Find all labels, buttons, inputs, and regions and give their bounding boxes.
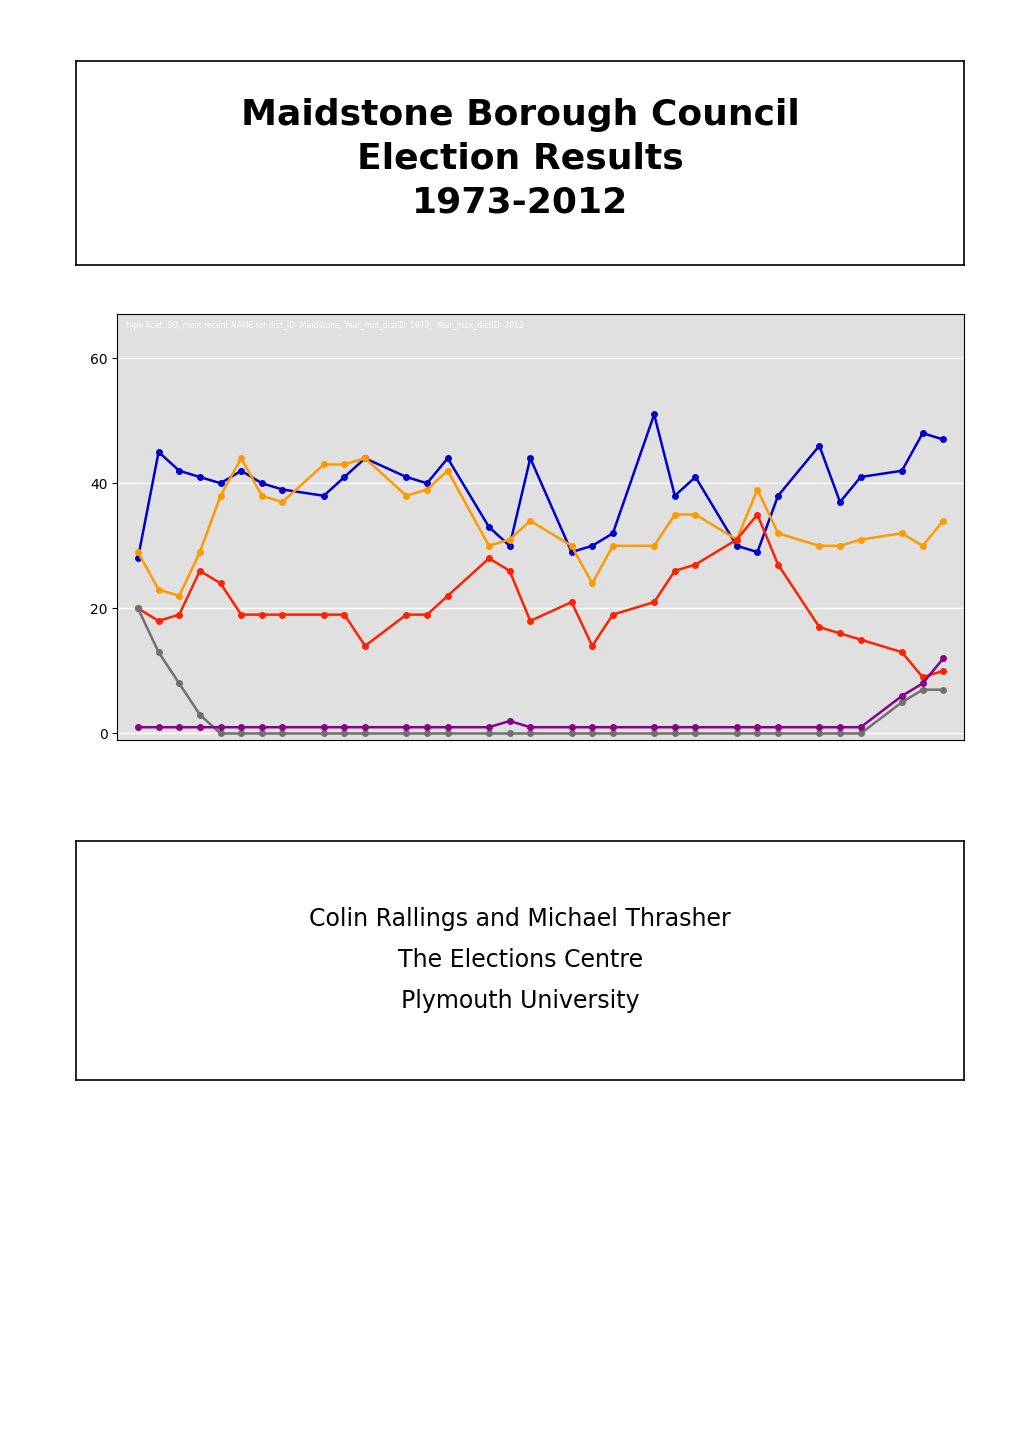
- Text: Colin Rallings and Michael Thrasher
The Elections Centre
Plymouth University: Colin Rallings and Michael Thrasher The …: [309, 907, 731, 1014]
- Text: type 4cat: SD, most recent NAME for dist_ID: Maidstone, Year_min_distID: 1973,  : type 4cat: SD, most recent NAME for dist…: [125, 320, 523, 330]
- Text: Maidstone Borough Council
Election Results
1973-2012: Maidstone Borough Council Election Resul…: [240, 98, 799, 219]
